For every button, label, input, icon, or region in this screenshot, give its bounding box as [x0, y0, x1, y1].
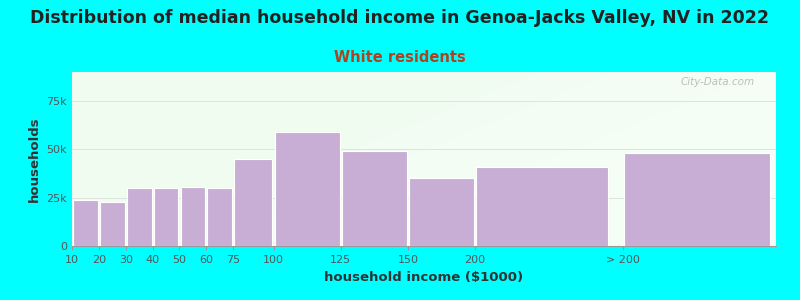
Bar [127, 188, 151, 246]
Bar [154, 188, 178, 246]
Bar [100, 202, 125, 246]
Bar [234, 159, 273, 246]
Bar [476, 167, 608, 246]
X-axis label: household income ($1000): household income ($1000) [325, 271, 523, 284]
Bar [409, 178, 474, 246]
Text: Distribution of median household income in Genoa-Jacks Valley, NV in 2022: Distribution of median household income … [30, 9, 770, 27]
Text: White residents: White residents [334, 50, 466, 64]
Text: City-Data.com: City-Data.com [681, 77, 755, 87]
Bar [207, 188, 232, 246]
Y-axis label: households: households [28, 116, 41, 202]
Bar [624, 153, 770, 246]
Bar [342, 151, 407, 246]
Bar [73, 200, 98, 246]
Bar [181, 187, 206, 246]
Bar [274, 132, 340, 246]
